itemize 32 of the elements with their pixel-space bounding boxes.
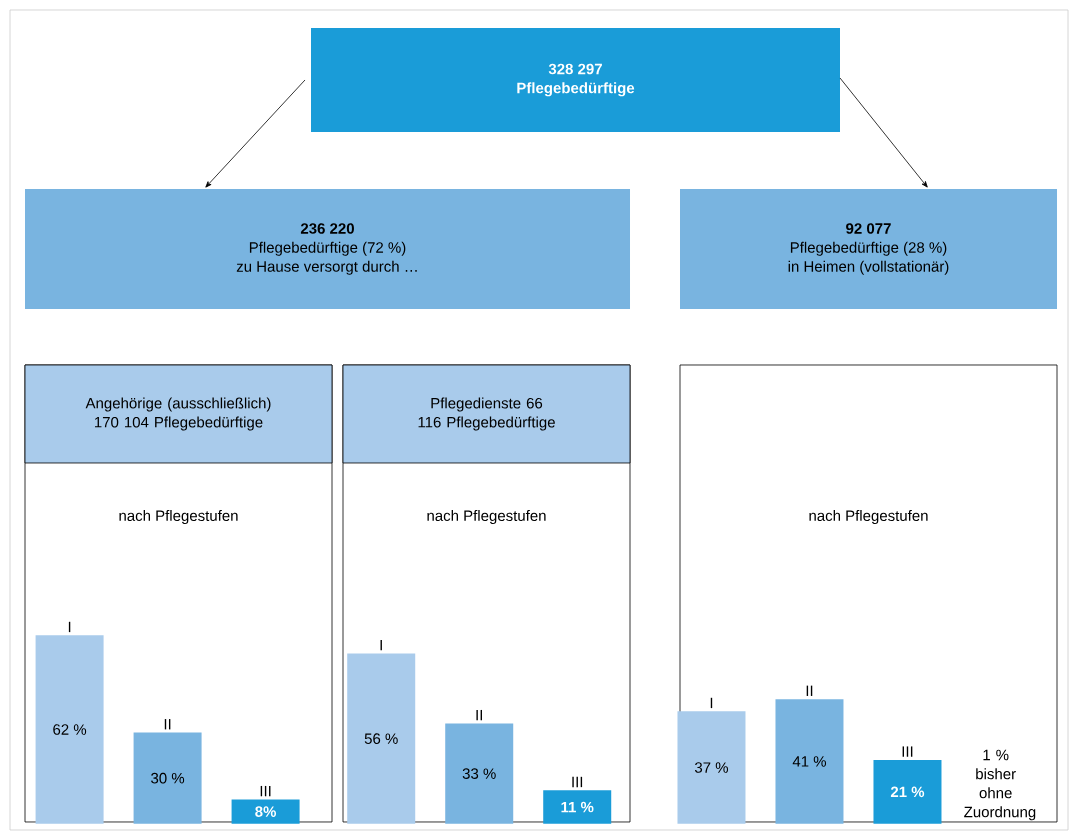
data-label: 11 %	[561, 801, 594, 813]
text: 1 % bisher ohne Zuordnung	[964, 749, 1036, 821]
x-tick-label: II	[806, 685, 813, 696]
text: 328 297	[548, 63, 602, 75]
x-tick-label: II	[476, 709, 482, 721]
chart-title: Angehörige (ausschließlich) 170 104 Pflegebedürftige	[85, 397, 271, 431]
text: zu Hause versorgt durch …	[236, 260, 417, 275]
data-label: 62 %	[53, 724, 87, 735]
x-tick-label: III	[260, 785, 271, 797]
x-tick-label: I	[380, 640, 382, 651]
data-label: 30 %	[151, 772, 185, 784]
chart-subtitle: nach Pflegestufen	[119, 510, 238, 524]
text: 236 220	[300, 223, 354, 234]
text: Pflegebedürftige	[517, 82, 635, 97]
x-tick-label: III	[572, 776, 583, 788]
x-tick-label: I	[68, 621, 71, 633]
data-label: 21 %	[890, 786, 925, 798]
data-label: 37 %	[694, 762, 729, 773]
text: in Heimen (vollstationär)	[788, 260, 949, 275]
data-label: 56 %	[364, 733, 398, 744]
text: Pflegebedürftige (72 %)	[249, 241, 406, 256]
data-label: 41 %	[792, 756, 827, 767]
chart-title: Pflegedienste 66 116 Pflegebedürftige	[418, 397, 555, 431]
x-tick-label: III	[902, 746, 913, 757]
data-label: 8%	[255, 806, 277, 817]
x-tick-label: II	[164, 719, 171, 730]
data-label: 33 %	[462, 768, 496, 779]
x-tick-label: I	[710, 697, 713, 709]
chart-subtitle: nach Pflegestufen	[427, 510, 546, 524]
chart-subtitle: nach Pflegestufen	[809, 510, 928, 524]
text: Pflegebedürftige (28 %)	[790, 241, 947, 256]
text: 92 077	[846, 223, 891, 234]
